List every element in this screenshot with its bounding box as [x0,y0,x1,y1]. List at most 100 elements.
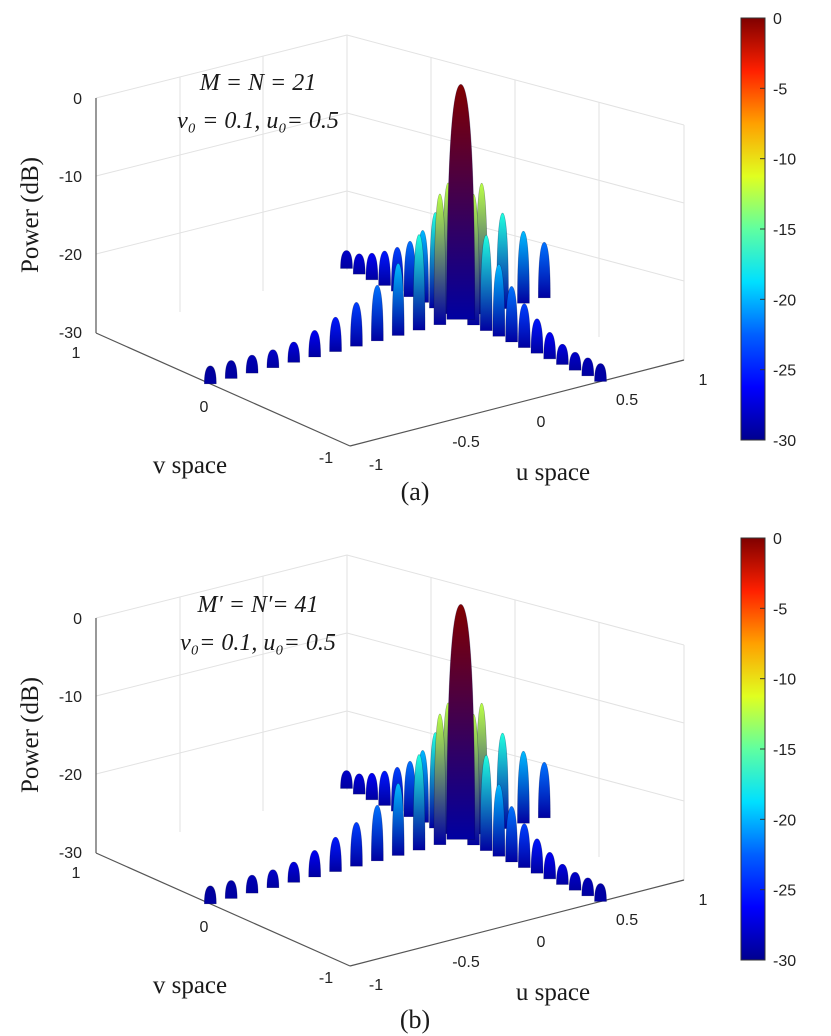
a-lobe-18 [308,330,321,358]
b-lobe-16 [266,869,280,889]
caption-a: (a) [401,477,430,506]
b-lobe-19 [329,836,342,872]
utick-05-b: 0.5 [616,912,638,929]
b-lobe-28 [556,863,569,885]
a-lobe-26 [581,357,595,377]
colorbar-tick-label: -25 [773,883,796,900]
a-lobe-1 [352,253,366,275]
vtick-m1-a: -1 [319,450,333,467]
a-lobe-34 [479,234,493,331]
vtick-1-a: 1 [72,345,81,362]
b-lobe-34 [479,754,493,851]
a-lobe-2 [365,252,379,281]
annotation-line1-b: M′ = N′= 41 [197,592,319,618]
b-lobe-30 [530,838,544,874]
utick-m05-b: -0.5 [452,954,480,971]
ztick-30-a: -30 [59,325,82,342]
a-lobe-21 [370,284,384,342]
utick-0-b: 0 [537,934,546,951]
a-lobe-19 [329,316,342,352]
annotation-line1-a: M = N = 21 [199,70,316,96]
colorbar-tick-label: -10 [773,152,796,169]
b-lobe-3 [378,770,391,806]
axes-b [95,618,685,967]
a-lobe-27 [568,351,582,371]
a-lobe-0 [340,250,353,269]
annotation-line2-b: v₀= 0.1, u₀= 0.5 [180,630,336,656]
vlabel-b: v space [153,972,227,999]
colorbar-tick-label: -5 [773,601,787,618]
b-lobe-29 [543,851,557,880]
b-lobe-32 [505,806,518,863]
b-lobe-24 [433,713,447,846]
vtick-m1-b: -1 [319,970,333,987]
a-lobe-28 [556,343,569,365]
a-lobe-33 [492,263,506,337]
colorbar-tick-label: -30 [773,433,796,450]
panel-a: 0 -10 -20 -30 1 0 -1 -1 -0.5 0 0.5 1 Pow… [17,11,796,506]
b-lobe-10 [517,750,530,824]
colorbar-tick-label: -30 [773,953,796,970]
a-lobe-24 [433,193,447,326]
surface-b [203,604,607,905]
b-lobe-27 [568,871,582,891]
axes-a [95,98,685,447]
vtick-0-b: 0 [200,919,209,936]
colorbar-ticks-b: 0 -5 -10 -15 -20 -25 -30 [760,531,796,970]
ulabel-b: u space [516,979,590,1006]
caption-b: (b) [400,1005,430,1034]
a-lobe-20 [350,302,363,347]
a-lobe-23 [412,234,426,331]
utick-m05-a: -0.5 [452,434,480,451]
b-lobe-0 [340,770,353,789]
b-lobe-21 [370,804,384,862]
colorbar-tick-label: -15 [773,742,796,759]
ulabel-a: u space [516,459,590,486]
b-lobe-17 [287,861,301,883]
colorbar-tick-label: -5 [773,81,787,98]
surface-a [203,84,607,385]
a-lobe-29 [543,331,557,360]
a-lobe-30 [530,318,544,354]
b-lobe-20 [350,822,363,867]
grid-lines-a [95,34,685,360]
ztick-20-a: -20 [59,247,82,264]
a-lobe-main [446,84,476,320]
b-lobe-15 [245,874,259,894]
vtick-1-b: 1 [72,865,81,882]
b-lobe-9 [537,761,551,819]
colorbar-tick-label: -20 [773,292,796,309]
b-lobe-33 [492,783,506,857]
a-lobe-32 [505,286,518,343]
b-lobe-22 [391,783,405,856]
b-lobe-23 [412,754,426,851]
b-lobe-14 [224,880,238,899]
annotation-line2-a: v₀ = 0.1, u₀= 0.5 [177,108,339,134]
panel-b: 0 -10 -20 -30 1 0 -1 -1 -0.5 0 0.5 1 Pow… [17,531,796,1034]
b-lobe-26 [581,877,595,897]
utick-1-a: 1 [699,372,708,389]
a-lobe-22 [391,263,405,336]
a-lobe-25 [594,363,607,382]
utick-05-a: 0.5 [616,392,638,409]
b-lobe-13 [203,885,217,905]
vtick-0-a: 0 [200,399,209,416]
utick-m1-a: -1 [369,457,383,474]
ztick-20-b: -20 [59,767,82,784]
utick-m1-b: -1 [369,977,383,994]
colorbar-tick-label: 0 [773,11,782,28]
a-lobe-9 [537,241,551,299]
colorbar-tick-label: -25 [773,363,796,380]
b-lobe-31 [517,823,531,868]
a-lobe-17 [287,341,301,363]
a-lobe-14 [224,360,238,379]
utick-1-b: 1 [699,892,708,909]
a-lobe-16 [266,349,280,369]
ztick-10-b: -10 [59,689,82,706]
ztick-0-b: 0 [73,611,82,628]
b-lobe-25 [594,883,607,902]
colorbar-ticks-a: 0 -5 -10 -15 -20 -25 -30 [760,11,796,450]
a-lobe-13 [203,365,217,385]
colorbar-tick-label: 0 [773,531,782,548]
